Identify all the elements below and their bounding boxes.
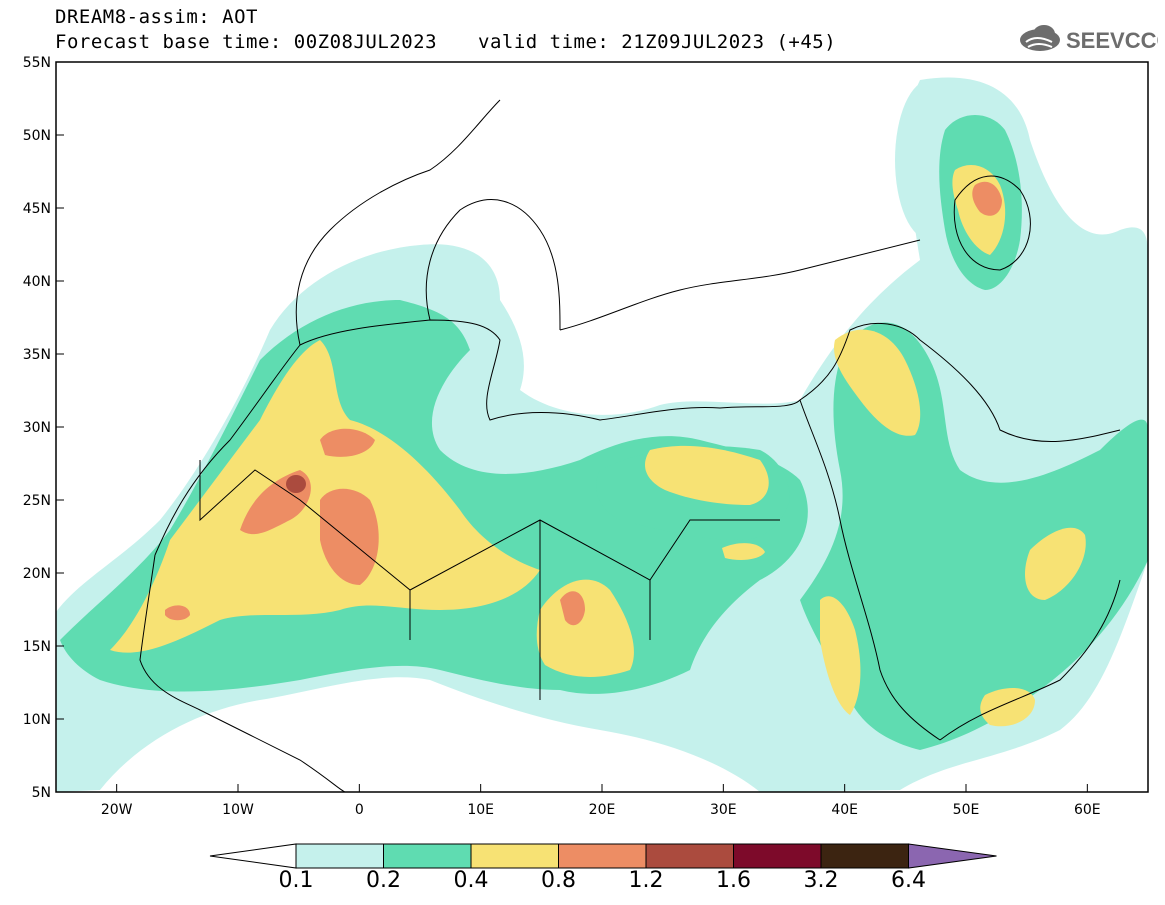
colorbar-label: 1.2 xyxy=(628,868,664,893)
latitude-labels: 55N 50N 45N 40N 35N 30N 25N 20N 15N 10N 5N xyxy=(23,55,51,801)
lat-label: 45N xyxy=(23,201,51,217)
lat-label: 40N xyxy=(23,274,51,290)
colorbar-label: 0.8 xyxy=(541,868,576,893)
longitude-labels: 20W 10W 0 10E 20E 30E 40E 50E 60E xyxy=(101,802,1101,818)
aot-fields xyxy=(56,77,1148,792)
colorbar-box xyxy=(733,843,822,869)
valid-time: valid time: 21Z09JUL2023 (+45) xyxy=(478,31,837,53)
colorbar-box xyxy=(295,843,384,869)
latitude-ticks xyxy=(56,61,64,793)
lon-label: 20E xyxy=(589,802,616,818)
colorbar-box xyxy=(383,843,472,869)
lon-label: 0 xyxy=(355,802,364,818)
lon-label: 10W xyxy=(222,802,254,818)
colorbar-label: 0.1 xyxy=(278,868,314,893)
lon-label: 10E xyxy=(467,802,494,818)
seevccc-logo: SEEVCCC xyxy=(1020,25,1158,53)
coastlines xyxy=(139,99,1121,792)
aot-band-1.2 xyxy=(286,475,306,493)
lat-label: 15N xyxy=(23,639,51,655)
colorbar-label: 0.2 xyxy=(366,868,401,893)
colorbar-box xyxy=(470,843,559,869)
logo-text: SEEVCCC xyxy=(1066,28,1158,53)
colorbar-low-arrow xyxy=(209,843,297,869)
lon-label: 40E xyxy=(831,802,858,818)
lat-label: 50N xyxy=(23,128,51,144)
cloud-icon xyxy=(1020,25,1060,51)
lat-label: 55N xyxy=(23,55,51,71)
colorbar-high-arrow xyxy=(908,843,997,869)
lat-label: 10N xyxy=(23,712,51,728)
colorbar-box xyxy=(820,843,909,869)
lat-label: 25N xyxy=(23,493,51,509)
colorbar-box xyxy=(558,843,647,869)
colorbar-boxes xyxy=(295,843,997,869)
colorbar-label: 0.4 xyxy=(453,868,489,893)
lat-label: 30N xyxy=(23,420,51,436)
chart-title: DREAM8-assim: AOT xyxy=(55,6,258,28)
lon-label: 20W xyxy=(101,802,133,818)
lon-label: 50E xyxy=(953,802,980,818)
colorbar-label: 6.4 xyxy=(891,868,926,893)
lon-label: 60E xyxy=(1074,802,1101,818)
lon-label: 30E xyxy=(710,802,737,818)
aot-band-0.8 xyxy=(165,181,1002,626)
lat-label: 20N xyxy=(23,566,51,582)
lat-label: 35N xyxy=(23,347,51,363)
longitude-ticks xyxy=(116,784,1088,792)
forecast-base-time: Forecast base time: 00Z08JUL2023 xyxy=(55,31,438,53)
lat-label: 5N xyxy=(32,785,51,801)
colorbar-label: 1.6 xyxy=(716,868,751,893)
colorbar-label: 3.2 xyxy=(803,868,839,893)
colorbar-box xyxy=(645,843,734,869)
